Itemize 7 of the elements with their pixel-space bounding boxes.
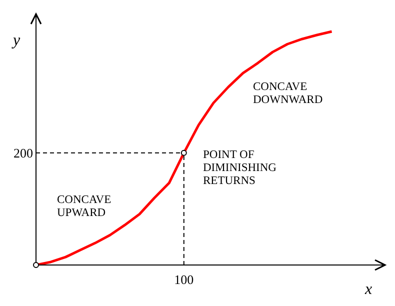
text: 100 [174,272,194,287]
annotation: 200 [14,145,33,160]
y-axis-title: y [11,32,21,49]
x-axis-title: x [364,281,372,298]
annotation: CONCAVE DOWNWARD [253,81,323,106]
annotation: POINT OF DIMINISHING RETURNS [203,149,276,187]
annotation: CONCAVE UPWARD [57,194,112,219]
